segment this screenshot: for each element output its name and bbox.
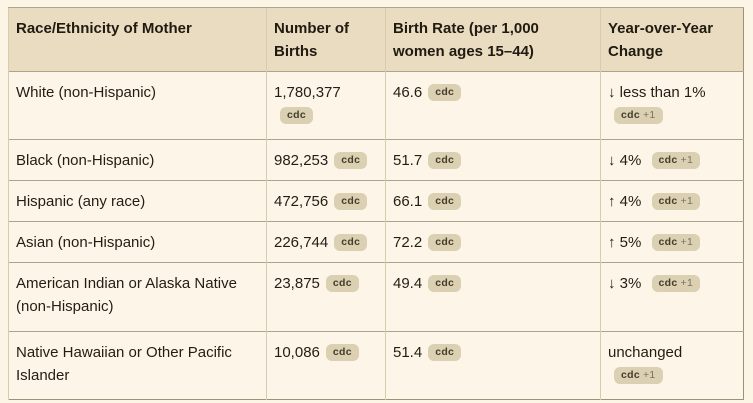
rate-cell: 72.2 cdc xyxy=(385,221,601,263)
table-row-american-indian: American Indian or Alaska Native (non-Hi… xyxy=(8,262,744,332)
citation-badge-cdc[interactable]: cdc xyxy=(428,83,462,101)
citation-badge-cdc-plus1[interactable]: cdc +1 xyxy=(651,233,701,251)
yoy-value: unchanged xyxy=(608,344,683,361)
birth-rates-table: Race/Ethnicity of Mother Number of Birth… xyxy=(8,7,744,400)
rate-cell: 66.1 cdc xyxy=(385,180,601,222)
citation-badge-cdc[interactable]: cdc xyxy=(334,192,368,210)
births-cell: 226,744 cdc xyxy=(266,221,386,263)
table-row-native-hawaiian: Native Hawaiian or Other Pacific Islande… xyxy=(8,331,744,400)
citation-badge-cdc-plus1[interactable]: cdc +1 xyxy=(651,274,701,292)
births-value: 23,875 xyxy=(274,275,320,292)
yoy-value: ↓ 3% xyxy=(608,275,642,292)
rate-value: 66.1 xyxy=(393,193,423,210)
table-row-white: White (non-Hispanic) 1,780,377 cdc 46.6 cd… xyxy=(8,71,744,140)
births-value: 10,086 xyxy=(274,344,320,361)
rate-cell: 49.4 cdc xyxy=(385,262,601,332)
citation-badge-cdc[interactable]: cdc xyxy=(428,151,462,169)
yoy-value: ↓ less than 1% xyxy=(608,84,706,101)
race-label: Asian (non-Hispanic) xyxy=(8,221,267,263)
citation-badge-cdc[interactable]: cdc xyxy=(334,151,368,169)
rate-value: 49.4 xyxy=(393,275,423,292)
citation-badge-cdc[interactable]: cdc xyxy=(428,233,462,251)
citation-badge-cdc[interactable]: cdc xyxy=(325,343,359,361)
rate-cell: 51.4 cdc xyxy=(385,331,601,400)
race-label: Hispanic (any race) xyxy=(8,180,267,222)
rate-value: 51.4 xyxy=(393,344,423,361)
citation-badge-cdc[interactable]: cdc xyxy=(428,274,462,292)
rate-cell: 51.7 cdc xyxy=(385,139,601,181)
births-value: 982,253 xyxy=(274,152,329,169)
table-header-row: Race/Ethnicity of Mother Number of Birth… xyxy=(8,7,744,72)
citation-badge-cdc-plus1[interactable]: cdc +1 xyxy=(614,366,663,384)
race-label: White (non-Hispanic) xyxy=(8,71,267,140)
yoy-cell: ↓ less than 1% cdc +1 xyxy=(600,71,744,140)
yoy-value: ↑ 4% xyxy=(608,193,642,210)
header-race-ethnicity: Race/Ethnicity of Mother xyxy=(8,7,267,72)
citation-badge-cdc-plus1[interactable]: cdc +1 xyxy=(651,192,701,210)
header-birth-rate: Birth Rate (per 1,000 women ages 15–44) xyxy=(385,7,601,72)
table-row-asian: Asian (non-Hispanic) 226,744 cdc 72.2 cdc … xyxy=(8,221,744,263)
birth-data-table-container: Race/Ethnicity of Mother Number of Birth… xyxy=(8,7,744,400)
yoy-cell: ↑ 5% cdc +1 xyxy=(600,221,744,263)
race-label: American Indian or Alaska Native (non-Hi… xyxy=(8,262,267,332)
header-yoy-change: Year-over-Year Change xyxy=(600,7,744,72)
yoy-value: ↑ 5% xyxy=(608,234,642,251)
citation-badge-cdc-plus1[interactable]: cdc +1 xyxy=(651,151,701,169)
births-value: 226,744 xyxy=(274,234,329,251)
citation-badge-cdc-plus1[interactable]: cdc +1 xyxy=(614,106,663,124)
citation-badge-cdc[interactable]: cdc xyxy=(428,343,462,361)
rate-value: 51.7 xyxy=(393,152,423,169)
yoy-cell: unchanged cdc +1 xyxy=(600,331,744,400)
header-number-of-births: Number of Births xyxy=(266,7,386,72)
births-cell: 982,253 cdc xyxy=(266,139,386,181)
citation-badge-cdc[interactable]: cdc xyxy=(325,274,359,292)
births-value: 472,756 xyxy=(274,193,329,210)
citation-badge-cdc[interactable]: cdc xyxy=(280,106,313,124)
race-label: Black (non-Hispanic) xyxy=(8,139,267,181)
rate-cell: 46.6 cdc xyxy=(385,71,601,140)
citation-badge-cdc[interactable]: cdc xyxy=(428,192,462,210)
citation-badge-cdc[interactable]: cdc xyxy=(334,233,368,251)
rate-value: 46.6 xyxy=(393,84,423,101)
yoy-cell: ↑ 4% cdc +1 xyxy=(600,180,744,222)
births-cell: 1,780,377 cdc xyxy=(266,71,386,140)
yoy-cell: ↓ 4% cdc +1 xyxy=(600,139,744,181)
table-row-hispanic: Hispanic (any race) 472,756 cdc 66.1 cdc ↑… xyxy=(8,180,744,222)
table-row-black: Black (non-Hispanic) 982,253 cdc 51.7 cdc … xyxy=(8,139,744,181)
births-cell: 23,875 cdc xyxy=(266,262,386,332)
race-label: Native Hawaiian or Other Pacific Islande… xyxy=(8,331,267,400)
yoy-value: ↓ 4% xyxy=(608,152,642,169)
births-cell: 10,086 cdc xyxy=(266,331,386,400)
rate-value: 72.2 xyxy=(393,234,423,251)
yoy-cell: ↓ 3% cdc +1 xyxy=(600,262,744,332)
births-cell: 472,756 cdc xyxy=(266,180,386,222)
births-value: 1,780,377 xyxy=(274,84,341,101)
